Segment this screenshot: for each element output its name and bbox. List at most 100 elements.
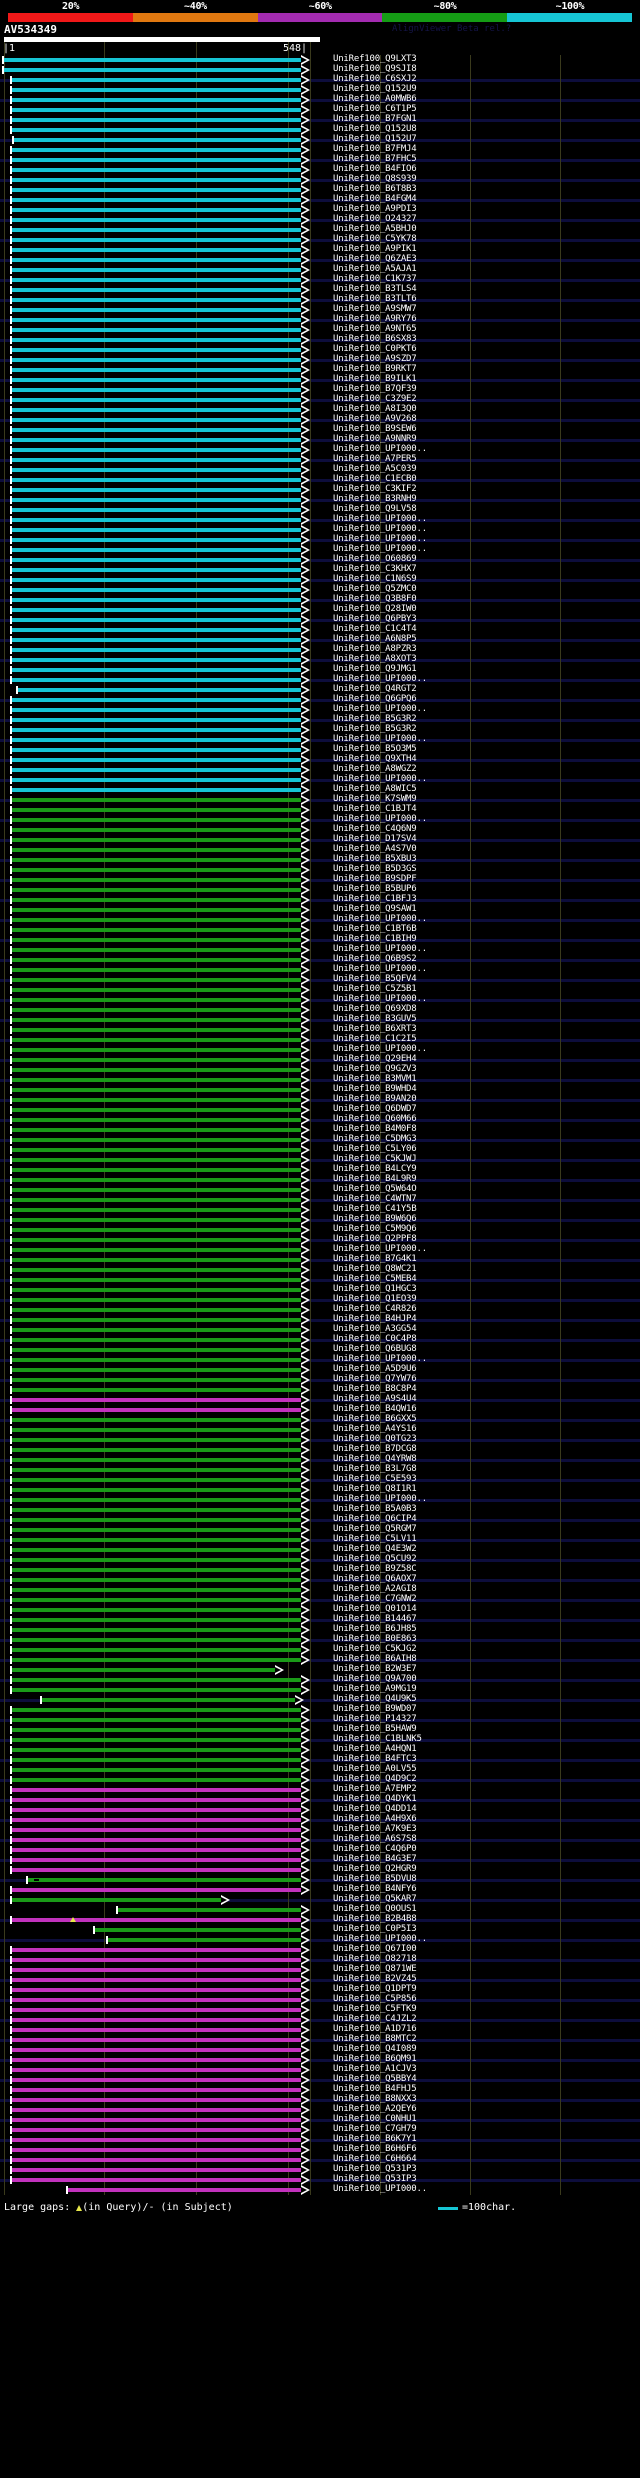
- hit-label[interactable]: UniRef100_A4H9X6: [333, 1814, 417, 1824]
- alignment-bar[interactable]: [12, 1608, 302, 1612]
- alignment-bar[interactable]: [12, 1768, 302, 1772]
- hit-label[interactable]: UniRef100_Q6AOX7: [333, 1574, 417, 1584]
- hit-row[interactable]: UniRef100_A0MWB6: [0, 94, 640, 105]
- alignment-bar[interactable]: [12, 1558, 302, 1562]
- alignment-bar[interactable]: [12, 1058, 302, 1062]
- hit-row[interactable]: UniRef100_C5LY06: [0, 1144, 640, 1155]
- alignment-bar[interactable]: [12, 238, 302, 242]
- alignment-bar[interactable]: [12, 268, 302, 272]
- hit-label[interactable]: UniRef100_B5DVU8: [333, 1874, 417, 1884]
- hit-row[interactable]: UniRef100_A7EMP2: [0, 1784, 640, 1795]
- hit-row[interactable]: UniRef100_C5M9Q6: [0, 1224, 640, 1235]
- hit-label[interactable]: UniRef100_UPI000..: [333, 1934, 427, 1944]
- hit-label[interactable]: UniRef100_A9PDI3: [333, 204, 417, 214]
- alignment-bar[interactable]: [12, 1618, 302, 1622]
- hit-label[interactable]: UniRef100_A9PIK1: [333, 244, 417, 254]
- hit-row[interactable]: UniRef100_A6N8P5: [0, 634, 640, 645]
- hit-row[interactable]: UniRef100_C5MEB4: [0, 1274, 640, 1285]
- hit-label[interactable]: UniRef100_Q4DYK1: [333, 1794, 417, 1804]
- hit-row[interactable]: UniRef100_C5E593: [0, 1474, 640, 1485]
- alignment-bar[interactable]: [12, 558, 302, 562]
- alignment-bar[interactable]: [68, 2188, 302, 2192]
- alignment-bar[interactable]: [12, 1418, 302, 1422]
- alignment-bar[interactable]: [12, 1568, 302, 1572]
- hit-row[interactable]: UniRef100_UPI000..: [0, 704, 640, 715]
- alignment-bar[interactable]: [12, 2068, 302, 2072]
- alignment-bar[interactable]: [12, 2098, 302, 2102]
- hit-row[interactable]: UniRef100_Q6B9S2: [0, 954, 640, 965]
- hit-row[interactable]: UniRef100_UPI000..: [0, 1244, 640, 1255]
- hit-row[interactable]: UniRef100_B6AIH8: [0, 1654, 640, 1665]
- alignment-bar[interactable]: [12, 2148, 302, 2152]
- hit-row[interactable]: UniRef100_C4R826: [0, 1304, 640, 1315]
- alignment-bar[interactable]: [12, 1228, 302, 1232]
- hit-label[interactable]: UniRef100_C6H664: [333, 2154, 417, 2164]
- hit-label[interactable]: UniRef100_C1BLNK5: [333, 1734, 422, 1744]
- hit-row[interactable]: UniRef100_B9W6Q6: [0, 1214, 640, 1225]
- hit-row[interactable]: UniRef100_P14327: [0, 1714, 640, 1725]
- alignment-bar[interactable]: [12, 1038, 302, 1042]
- hit-label[interactable]: UniRef100_Q531P3: [333, 2164, 417, 2174]
- hit-row[interactable]: UniRef100_A5AJA1: [0, 264, 640, 275]
- hit-label[interactable]: UniRef100_C41Y5B: [333, 1204, 417, 1214]
- hit-label[interactable]: UniRef100_A2QEY6: [333, 2104, 417, 2114]
- hit-row[interactable]: UniRef100_A1CJV3: [0, 2064, 640, 2075]
- alignment-bar[interactable]: [4, 58, 302, 62]
- hit-label[interactable]: UniRef100_A6S7S8: [333, 1834, 417, 1844]
- hit-label[interactable]: UniRef100_B6AIH8: [333, 1654, 417, 1664]
- alignment-bar[interactable]: [12, 1108, 302, 1112]
- alignment-bar[interactable]: [12, 368, 302, 372]
- alignment-bar[interactable]: [12, 1248, 302, 1252]
- hit-label[interactable]: UniRef100_Q9LXT3: [333, 54, 417, 64]
- alignment-bar[interactable]: [12, 848, 302, 852]
- hit-label[interactable]: UniRef100_UPI000..: [333, 514, 427, 524]
- hit-row[interactable]: UniRef100_A4HQN1: [0, 1744, 640, 1755]
- hit-row[interactable]: UniRef100_UPI000..: [0, 524, 640, 535]
- hit-label[interactable]: UniRef100_C5P856: [333, 1994, 417, 2004]
- hit-label[interactable]: UniRef100_Q5ZMC0: [333, 584, 417, 594]
- alignment-bar[interactable]: [12, 1078, 302, 1082]
- hit-row[interactable]: UniRef100_UPI000..: [0, 1044, 640, 1055]
- alignment-bar[interactable]: [12, 488, 302, 492]
- alignment-bar[interactable]: [12, 1368, 302, 1372]
- alignment-bar[interactable]: [12, 1308, 302, 1312]
- hit-row[interactable]: UniRef100_B9WHD4: [0, 1084, 640, 1095]
- alignment-bar[interactable]: [12, 168, 302, 172]
- hit-row[interactable]: UniRef100_A1D716: [0, 2024, 640, 2035]
- hit-label[interactable]: UniRef100_A8PZR3: [333, 644, 417, 654]
- alignment-bar[interactable]: [12, 2128, 302, 2132]
- hit-label[interactable]: UniRef100_C0C4P8: [333, 1334, 417, 1344]
- hit-label[interactable]: UniRef100_Q0TG23: [333, 1434, 417, 1444]
- hit-row[interactable]: UniRef100_Q4I089: [0, 2044, 640, 2055]
- alignment-bar[interactable]: [12, 1898, 222, 1902]
- hit-label[interactable]: UniRef100_C5DMG3: [333, 1134, 417, 1144]
- hit-row[interactable]: UniRef100_Q28IW0: [0, 604, 640, 615]
- hit-label[interactable]: UniRef100_Q7YW76: [333, 1374, 417, 1384]
- hit-label[interactable]: UniRef100_Q2PPF8: [333, 1234, 417, 1244]
- hit-row[interactable]: UniRef100_B7G4K1: [0, 1254, 640, 1265]
- hit-label[interactable]: UniRef100_B3MVM1: [333, 1074, 417, 1084]
- hit-row[interactable]: UniRef100_B9AN20: [0, 1094, 640, 1105]
- alignment-bar[interactable]: [12, 1138, 302, 1142]
- hit-row[interactable]: UniRef100_B6QM91: [0, 2054, 640, 2065]
- hit-label[interactable]: UniRef100_Q5CU92: [333, 1554, 417, 1564]
- hit-label[interactable]: UniRef100_B2B4B8: [333, 1914, 417, 1924]
- hit-label[interactable]: UniRef100_A9V268: [333, 414, 417, 424]
- hit-label[interactable]: UniRef100_B14467: [333, 1614, 417, 1624]
- hit-label[interactable]: UniRef100_B5O3M5: [333, 744, 417, 754]
- hit-label[interactable]: UniRef100_B9AN20: [333, 1094, 417, 1104]
- hit-label[interactable]: UniRef100_UPI000..: [333, 914, 427, 924]
- hit-row[interactable]: UniRef100_UPI000..: [0, 944, 640, 955]
- hit-label[interactable]: UniRef100_UPI000..: [333, 534, 427, 544]
- hit-row[interactable]: UniRef100_B4G3E7: [0, 1854, 640, 1865]
- alignment-bar[interactable]: [12, 1798, 302, 1802]
- alignment-bar[interactable]: [12, 458, 302, 462]
- alignment-bar[interactable]: [12, 788, 302, 792]
- hit-row[interactable]: UniRef100_A4YS16: [0, 1424, 640, 1435]
- hit-row[interactable]: UniRef100_B3RNH9: [0, 494, 640, 505]
- hit-label[interactable]: UniRef100_A4HQN1: [333, 1744, 417, 1754]
- hit-label[interactable]: UniRef100_B7G4K1: [333, 1254, 417, 1264]
- alignment-bar[interactable]: [95, 1928, 302, 1932]
- hit-label[interactable]: UniRef100_Q152U9: [333, 84, 417, 94]
- alignment-bar[interactable]: [12, 1638, 302, 1642]
